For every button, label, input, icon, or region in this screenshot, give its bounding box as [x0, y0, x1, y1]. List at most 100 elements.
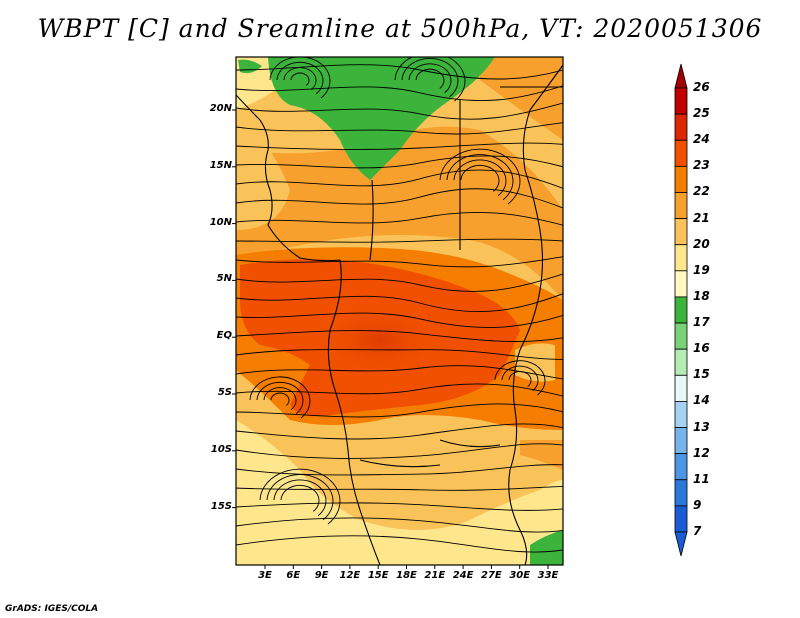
border-1 — [369, 179, 374, 261]
streamline — [415, 68, 445, 89]
streamline — [266, 474, 334, 521]
streamline — [236, 293, 563, 313]
axis-ticks — [232, 109, 549, 569]
streamline — [256, 381, 304, 415]
lon-label: 30E — [509, 570, 531, 581]
streamline — [501, 365, 539, 392]
streamline — [236, 238, 563, 243]
colorbar-swatch — [674, 192, 688, 219]
colorbar-level-label: 18 — [693, 288, 710, 303]
colorbar-swatch — [674, 87, 688, 115]
lat-label: 10S — [210, 443, 232, 455]
colorbar-level-label: 15 — [693, 367, 710, 382]
streamline — [236, 142, 563, 151]
streamline — [236, 102, 563, 120]
lat-label: 15S — [210, 500, 232, 512]
lon-label: 9E — [314, 570, 329, 581]
streamline — [236, 443, 563, 459]
colorbar-level-label: 21 — [693, 210, 710, 225]
west-coast — [236, 94, 341, 262]
map-frame — [235, 56, 564, 566]
streamline — [508, 371, 532, 387]
lon-label: 21E — [424, 570, 446, 581]
colorbar-swatch — [674, 348, 688, 376]
streamline — [283, 67, 317, 90]
colorbar-swatch — [674, 479, 688, 507]
streamline — [270, 392, 290, 406]
wbpt-band-21-east — [520, 440, 563, 470]
coastlines — [236, 64, 563, 565]
colorbar-swatch — [674, 244, 688, 272]
colorbar-level-label: 20 — [693, 236, 710, 251]
streamline — [236, 169, 563, 189]
streamline — [236, 85, 563, 102]
lat-label: 20N — [209, 103, 232, 114]
streamline — [236, 423, 563, 440]
streamline — [394, 57, 466, 102]
border-4 — [439, 439, 501, 448]
colorbar-level-label: 24 — [693, 132, 710, 147]
streamline — [460, 164, 500, 192]
streamline — [236, 155, 563, 169]
colorbar-level-label: 14 — [693, 393, 710, 408]
streamline — [236, 122, 563, 135]
colorbar-level-label: 17 — [693, 315, 710, 330]
east-coast — [508, 64, 563, 565]
colorbar-swatch — [674, 139, 688, 167]
wbpt-band-19-south — [236, 420, 563, 565]
streamline — [263, 387, 297, 410]
streamline — [236, 273, 563, 292]
streamline — [276, 61, 324, 95]
lat-label: EQ — [216, 330, 232, 342]
colorbar-level-label: 22 — [693, 184, 710, 199]
streamline — [236, 517, 563, 533]
lon-label: 33E — [537, 570, 559, 581]
streamline — [236, 535, 563, 553]
colorbar-level-label: 12 — [693, 445, 710, 460]
streamline — [236, 64, 563, 80]
streamline — [280, 484, 320, 512]
lon-label: 18E — [396, 570, 417, 581]
colorbar — [674, 63, 688, 557]
colorbar-level-label: 26 — [693, 80, 710, 94]
colorbar-swatch — [674, 165, 688, 193]
lon-label: 24E — [452, 570, 474, 581]
streamline — [494, 360, 546, 396]
streamlines — [236, 57, 563, 553]
colorbar-swatch — [674, 505, 688, 533]
lon-label: 15E — [367, 570, 389, 581]
streamline — [236, 312, 563, 328]
colorbar-level-label: 13 — [693, 419, 710, 434]
lon-label: 12E — [339, 570, 361, 581]
streamline — [259, 468, 341, 525]
lon-label: 27E — [481, 570, 502, 581]
streamline — [236, 403, 563, 418]
border-5 — [359, 459, 441, 468]
colorbar-swatch — [674, 401, 688, 428]
grads-credit: GrADS: IGES/COLA — [5, 604, 99, 614]
colorbar-bottom-arrow — [674, 531, 688, 557]
colorbar-swatch — [674, 374, 688, 402]
colorbar-swatch — [674, 113, 688, 141]
lat-label: 5N — [216, 273, 232, 285]
colorbar-level-label: 23 — [693, 158, 710, 173]
streamline — [236, 188, 563, 209]
streamline — [236, 349, 563, 360]
streamline — [408, 63, 452, 93]
streamline — [446, 154, 514, 201]
colorbar-level-label: 9 — [693, 497, 702, 512]
streamline — [236, 464, 563, 476]
lon-label: 6E — [286, 570, 301, 581]
colorbar-swatch — [674, 453, 688, 481]
streamline — [290, 72, 310, 86]
colorbar-swatch — [674, 427, 688, 455]
wbpt-band-17 — [268, 57, 495, 180]
colorbar-level-label: 25 — [693, 106, 710, 121]
colorbar-level-label: 11 — [693, 471, 710, 486]
wbpt-band-17-southeast — [530, 530, 563, 565]
streamline — [273, 479, 327, 516]
wbpt-field — [236, 57, 563, 565]
wbpt-band-21-northeast — [480, 57, 563, 140]
colorbar-swatch — [674, 218, 688, 246]
